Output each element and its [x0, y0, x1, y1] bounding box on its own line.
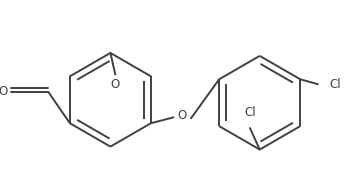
Text: Cl: Cl — [330, 78, 341, 91]
Text: Cl: Cl — [244, 106, 256, 119]
Text: O: O — [178, 109, 187, 122]
Text: O: O — [0, 86, 8, 98]
Text: O: O — [111, 78, 120, 91]
